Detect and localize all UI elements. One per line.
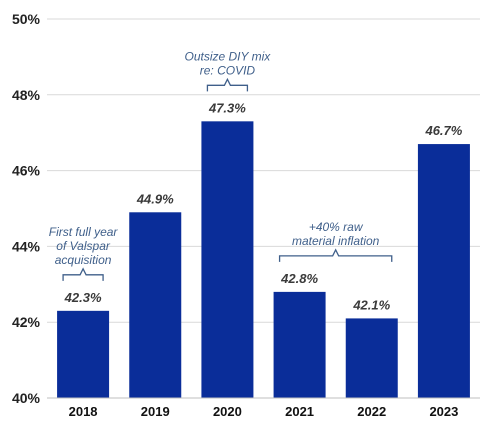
data-label: 44.9% <box>136 191 174 206</box>
y-tick-label: 40% <box>12 390 41 406</box>
annotation-bracket <box>62 267 104 281</box>
annotation-text: material inflation <box>292 234 380 248</box>
bar-2018 <box>57 310 110 398</box>
annotation-bracket <box>278 248 393 262</box>
bar-2021 <box>273 291 326 398</box>
bar-2020 <box>201 121 254 398</box>
annotation-text: acquisition <box>55 253 112 267</box>
annotation-bracket <box>206 77 249 92</box>
y-tick-label: 48% <box>12 87 41 103</box>
bar-2023 <box>417 144 470 398</box>
data-label: 42.1% <box>352 297 390 312</box>
y-tick-label: 46% <box>12 163 41 179</box>
annotation-text: of Valspar <box>56 239 111 253</box>
y-tick-label: 44% <box>12 238 41 254</box>
data-label: 42.8% <box>280 271 318 286</box>
data-label: 46.7% <box>424 123 462 138</box>
x-tick-label: 2021 <box>285 404 314 419</box>
data-label: 42.3% <box>64 290 102 305</box>
data-label: 47.3% <box>208 100 246 115</box>
x-tick-label: 2023 <box>429 404 458 419</box>
annotation-text: First full year <box>49 225 119 239</box>
annotation-text: re: COVID <box>200 63 256 77</box>
x-tick-label: 2019 <box>141 404 170 419</box>
y-tick-label: 42% <box>12 314 41 330</box>
annotation-text: Outsize DIY mix <box>185 49 272 63</box>
x-tick-label: 2020 <box>213 404 242 419</box>
bar-2019 <box>129 212 182 398</box>
annotation-text: +40% raw <box>309 220 364 234</box>
y-tick-label: 50% <box>12 11 41 27</box>
x-tick-label: 2018 <box>69 404 98 419</box>
x-tick-label: 2022 <box>357 404 386 419</box>
bar-2022 <box>345 318 398 398</box>
